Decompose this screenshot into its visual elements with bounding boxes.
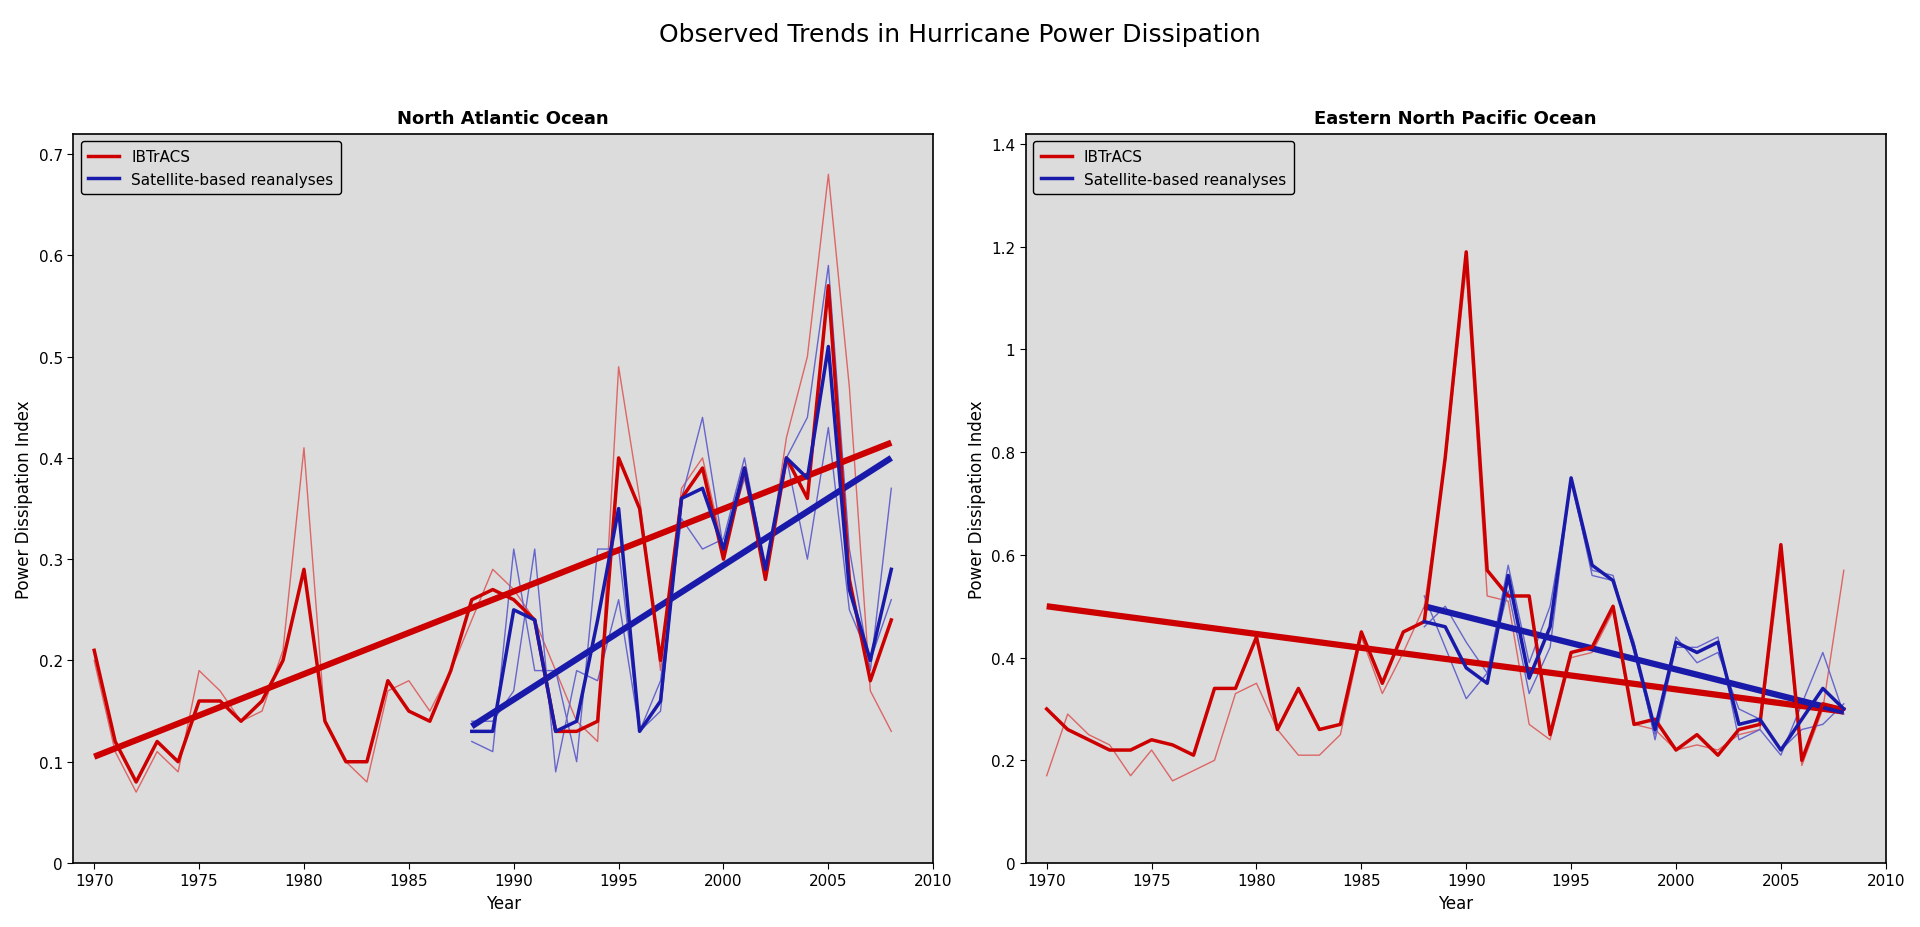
- Legend: IBTrACS, Satellite-based reanalyses: IBTrACS, Satellite-based reanalyses: [81, 142, 342, 196]
- X-axis label: Year: Year: [1438, 894, 1473, 912]
- Title: Eastern North Pacific Ocean: Eastern North Pacific Ocean: [1315, 109, 1597, 128]
- Y-axis label: Power Dissipation Index: Power Dissipation Index: [15, 400, 33, 598]
- X-axis label: Year: Year: [486, 894, 520, 912]
- Text: Observed Trends in Hurricane Power Dissipation: Observed Trends in Hurricane Power Dissi…: [659, 23, 1261, 47]
- Legend: IBTrACS, Satellite-based reanalyses: IBTrACS, Satellite-based reanalyses: [1033, 142, 1294, 196]
- Title: North Atlantic Ocean: North Atlantic Ocean: [397, 109, 609, 128]
- Y-axis label: Power Dissipation Index: Power Dissipation Index: [968, 400, 985, 598]
